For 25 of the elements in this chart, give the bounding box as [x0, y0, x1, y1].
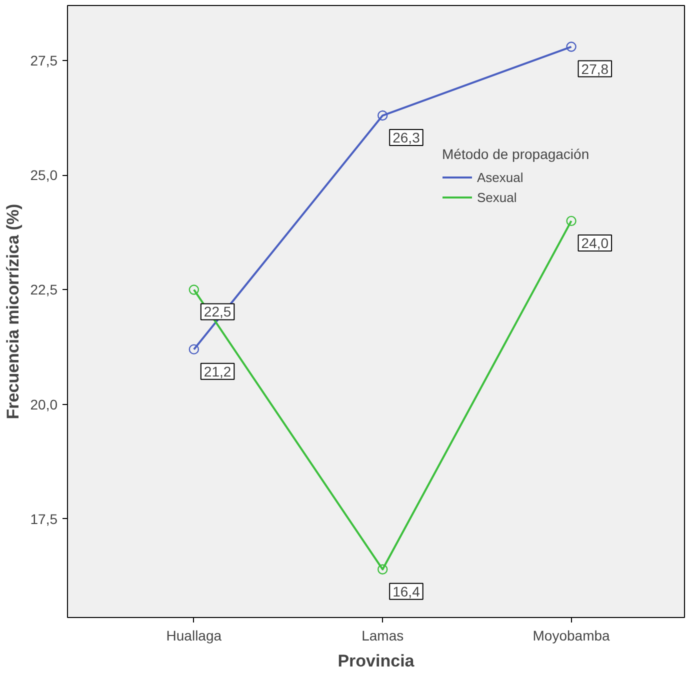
y-axis-title: Frecuencia micorrízica (%) [3, 204, 22, 420]
y-tick-label: 25,0 [30, 167, 58, 184]
x-tick-label: Huallaga [166, 628, 222, 644]
data-label: 22,5 [204, 304, 232, 320]
data-label: 24,0 [581, 234, 609, 251]
point [378, 110, 388, 121]
y-tick-label: 17,5 [30, 510, 58, 527]
data-label: 16,4 [392, 583, 420, 600]
data-label: 21,2 [204, 363, 232, 380]
point [378, 564, 388, 574]
x-axis-title: Provincia [338, 652, 415, 670]
x-tick-label: Moyobamba [532, 628, 610, 644]
y-tick-label: 22,5 [30, 282, 58, 298]
data-label: 27,8 [581, 60, 609, 77]
point [566, 42, 576, 52]
point [566, 216, 576, 226]
data-label: 26,3 [392, 130, 420, 146]
point [188, 344, 200, 354]
x-tick-label: Lamas [362, 628, 404, 644]
legend-title: Método de propagación [442, 146, 590, 162]
y-tick-label: 20,0 [30, 396, 58, 412]
point [188, 284, 200, 295]
y-tick-label: 27,5 [30, 52, 58, 69]
legend-label: Asexual [477, 170, 524, 184]
legend-label: Sexual [477, 190, 517, 204]
